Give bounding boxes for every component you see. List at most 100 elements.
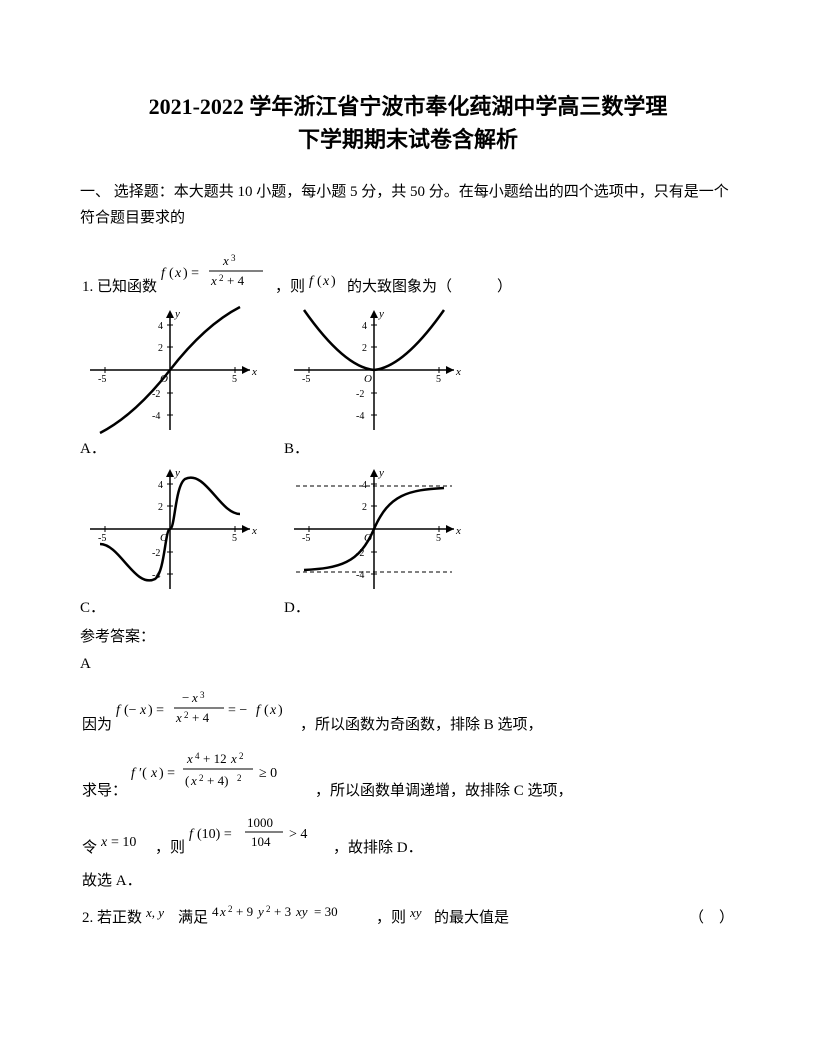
expl3-x: x = 10 [101,832,151,860]
graph-D-cell: x y O -5 5 4 2 -2 -4 D． [284,464,464,617]
graph-D: x y O -5 5 4 2 -2 -4 [284,464,464,594]
svg-text:5: 5 [232,533,237,544]
svg-text:5: 5 [232,374,237,385]
svg-text:x: x [139,703,147,718]
svg-text:′(: ′( [139,766,147,781]
q1-mid: ，则 [275,275,305,299]
svg-text:x: x [101,835,108,850]
expl-4: 故选 A． [80,870,736,893]
graph-C: x y O -5 5 4 2 -2 -4 [80,464,260,594]
graph-D-label: D． [284,596,464,617]
svg-text:2: 2 [362,343,367,354]
expl1-formula: f (− x ) = − x 3 x 2 + 4 = − f ( x ) [116,687,296,737]
svg-text:+ 4): + 4) [207,773,228,788]
svg-text:2: 2 [362,502,367,513]
svg-text:y: y [174,467,180,479]
answer-heading: 参考答案： [80,625,736,646]
svg-text:x: x [455,366,461,378]
svg-text:f: f [256,703,262,718]
svg-text:-4: -4 [152,411,160,422]
expl2-formula: f ′( x ) = x 4 + 12 x 2 ( x 2 + 4) 2 ≥ 0 [131,747,311,803]
svg-text:y: y [256,904,264,919]
svg-text:x: x [174,266,182,281]
svg-text:xy: xy [295,904,308,919]
svg-text:f: f [161,266,167,281]
svg-text:= −: = − [228,703,247,718]
svg-text:-2: -2 [356,389,364,400]
svg-text:2: 2 [237,773,242,783]
expl3-formula: f (10) = 1000 104 > 4 [189,812,329,860]
svg-text:(: ( [185,773,189,788]
expl1-suffix: ，所以函数为奇函数，排除 B 选项， [300,714,543,737]
svg-text:-4: -4 [356,411,364,422]
expl1-prefix: 因为 [82,714,112,737]
expl2-prefix: 求导： [82,780,127,803]
svg-text:f: f [189,827,195,842]
graph-row-2: x y O -5 5 4 2 -2 -4 C． x y O - [80,464,736,617]
svg-text:3: 3 [231,253,236,263]
svg-text:3: 3 [200,690,205,700]
svg-text:5: 5 [436,374,441,385]
svg-text:(10) =: (10) = [197,827,232,842]
svg-text:4: 4 [158,480,163,491]
q2-mid1: 满足 [178,906,208,930]
svg-text:f: f [116,703,122,718]
svg-text:x: x [186,751,193,766]
svg-text:2: 2 [219,273,224,283]
page-title: 2021-2022 学年浙江省宁波市奉化莼湖中学高三数学理 下学期期末试卷含解析 [80,90,736,156]
svg-text:x: x [251,525,257,537]
expl-1: 因为 f (− x ) = − x 3 x 2 + 4 = − f ( x ) … [80,687,736,737]
expl-3: 令 x = 10 ，则 f (10) = 1000 104 > 4 ，故排除 D… [80,812,736,860]
section-1-heading: 一、 选择题：本大题共 10 小题，每小题 5 分，共 50 分。在每小题给出的… [80,180,736,231]
svg-text:f: f [131,766,137,781]
svg-text:2: 2 [184,710,189,720]
q1-prefix: 1. 已知函数 [82,275,157,299]
svg-text:y: y [378,308,384,320]
svg-text:x: x [210,273,217,288]
svg-text:= 10: = 10 [111,835,136,850]
svg-text:O: O [364,373,372,385]
svg-text:2: 2 [158,343,163,354]
svg-text:y: y [174,308,180,320]
expl3-prefix: 令 [82,837,97,860]
svg-text:2: 2 [266,904,271,914]
graph-A-label: A． [80,437,260,458]
svg-text:4: 4 [362,321,367,332]
q2-xy2: xy [410,904,430,930]
svg-text:x: x [251,366,257,378]
svg-text:-5: -5 [302,533,310,544]
graph-A-cell: x y O -5 5 4 2 -2 -4 A． [80,305,260,458]
svg-text:x: x [222,253,229,268]
q1-fx-label: f ( x ) [309,271,343,299]
svg-text:2: 2 [228,904,233,914]
svg-text:x: x [455,525,461,537]
svg-text:+ 12: + 12 [203,751,227,766]
svg-text:(: ( [317,274,322,289]
svg-text:4: 4 [212,904,219,919]
svg-text:+ 3: + 3 [274,904,291,919]
svg-text:x: x [230,751,237,766]
svg-text:-2: -2 [152,548,160,559]
graph-C-label: C． [80,596,260,617]
q1-stem: 1. 已知函数 f ( x ) = x 3 x 2 + 4 ，则 f ( x )… [80,251,736,299]
svg-text:(−: (− [124,703,137,718]
svg-text:-5: -5 [98,374,106,385]
svg-text:) =: ) = [159,766,175,781]
expl2-suffix: ，所以函数单调递增，故排除 C 选项， [315,780,573,803]
svg-text:(: ( [264,703,269,718]
graph-B-label: B． [284,437,464,458]
svg-text:f: f [309,274,315,289]
svg-text:) =: ) = [183,266,199,281]
svg-text:x: x [322,274,330,289]
svg-text:+ 4: + 4 [192,710,210,725]
svg-text:x: x [175,710,182,725]
graph-B: x y O -5 5 4 2 -2 -4 [284,305,464,435]
svg-text:y: y [378,467,384,479]
expl-2: 求导： f ′( x ) = x 4 + 12 x 2 ( x 2 + 4) 2… [80,747,736,803]
answer-letter: A [80,656,736,673]
expl3-mid: ，则 [155,837,185,860]
svg-text:= 30: = 30 [314,904,338,919]
svg-text:4: 4 [158,321,163,332]
svg-text:2: 2 [158,502,163,513]
svg-text:+ 4: + 4 [227,273,245,288]
